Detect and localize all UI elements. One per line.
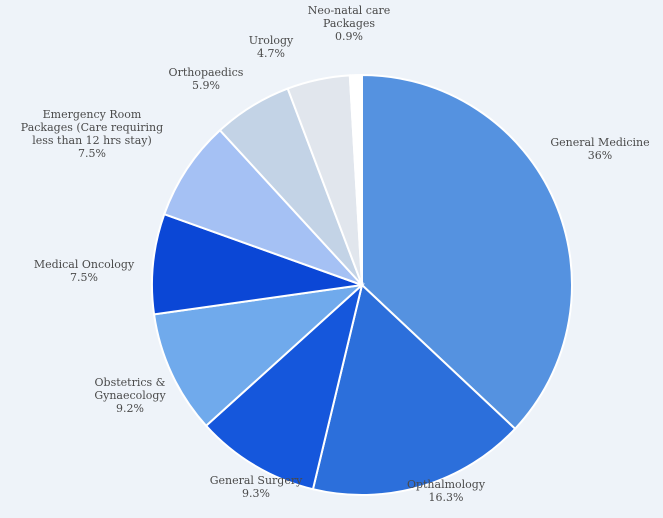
slice-name-label: Packages <box>323 17 375 30</box>
slice-value-label: 36% <box>588 149 612 162</box>
slice-label-1: Opthalmology 16.3% <box>407 478 486 504</box>
pie-slice-8 <box>348 73 363 286</box>
slice-value-label: 5.9% <box>192 79 220 92</box>
pie-slice-0 <box>361 73 573 431</box>
slice-name-label: Opthalmology <box>407 478 486 491</box>
slice-value-label: 0.9% <box>335 30 363 43</box>
slice-name-label: Urology <box>249 34 294 47</box>
slice-name-label: Gynaecology <box>94 389 166 402</box>
slice-name-label: General Medicine <box>550 136 649 149</box>
slice-name-label: Neo-natal care <box>308 4 391 17</box>
slice-label-0: General Medicine 36% <box>550 136 649 162</box>
slice-label-6: Orthopaedics 5.9% <box>169 66 244 92</box>
slice-label-5: Emergency Room Packages (Care requiring le… <box>21 108 163 160</box>
slice-name-label: Packages (Care requiring <box>21 121 163 134</box>
slice-name-label: Obstetrics & <box>95 376 166 389</box>
slice-value-label: 9.2% <box>116 402 144 415</box>
pie-slice-3 <box>152 283 366 428</box>
slice-label-3: Obstetrics & Gynaecology 9.2% <box>94 376 166 415</box>
pie-slice-4 <box>151 212 363 316</box>
pie-slices <box>151 73 573 496</box>
slice-label-4: Medical Oncology 7.5% <box>34 258 135 284</box>
pie-slice-2 <box>204 282 364 491</box>
slice-value-label: 9.3% <box>242 487 270 500</box>
slice-name-label: Emergency Room <box>43 108 142 121</box>
slice-value-label: 4.7% <box>257 47 285 60</box>
slice-name-label: General Surgery <box>210 474 303 487</box>
slice-label-8: Neo-natal care Packages 0.9% <box>308 4 391 43</box>
slice-name-label: Medical Oncology <box>34 258 135 271</box>
slice-label-2: General Surgery 9.3% <box>210 474 303 500</box>
slice-value-label: 16.3% <box>429 491 464 504</box>
slice-name-label: less than 12 hrs stay) <box>32 134 152 147</box>
slice-value-label: 7.5% <box>78 147 106 160</box>
slice-labels: General Medicine 36% Opthalmology 16.3% Gene… <box>21 4 650 504</box>
pie-slice-5 <box>163 128 363 286</box>
slice-name-label: Orthopaedics <box>169 66 244 79</box>
slice-value-label: 7.5% <box>70 271 98 284</box>
slice-label-7: Urology 4.7% <box>249 34 294 60</box>
pie-slice-1 <box>311 283 517 496</box>
